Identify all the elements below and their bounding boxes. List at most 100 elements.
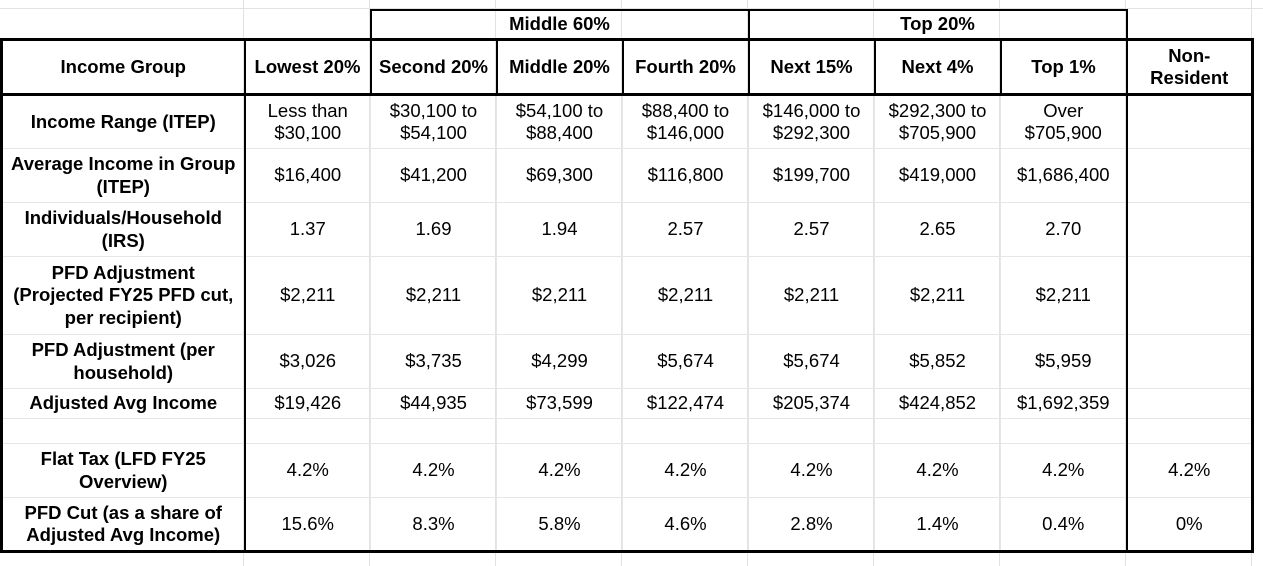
table-cell: 4.2% — [1125, 443, 1254, 498]
row-label-average-income: Average Income in Group (ITEP) — [0, 148, 246, 203]
header-non-resident: Non-Resident — [1125, 38, 1254, 96]
group-top-20: Top 20% — [747, 8, 1128, 41]
header-next-4: Next 4% — [873, 38, 1002, 96]
row-label-empty — [0, 418, 246, 444]
table-cell: 4.2% — [244, 443, 371, 498]
table-cell: $54,100 to $88,400 — [496, 94, 623, 149]
table-cell: $41,200 — [370, 148, 497, 203]
table-cell: 2.57 — [748, 202, 875, 257]
table-cell: $5,674 — [622, 334, 749, 389]
table-cell: $199,700 — [748, 148, 875, 203]
table-cell: $73,599 — [496, 388, 623, 419]
table-cell: 2.8% — [748, 497, 875, 553]
table-cell — [1125, 334, 1254, 389]
table-cell: 2.65 — [874, 202, 1001, 257]
table-cell: $419,000 — [874, 148, 1001, 203]
table-cell — [1125, 256, 1254, 335]
row-label-pfd-cut-share: PFD Cut (as a share of Adjusted Avg Inco… — [0, 497, 246, 553]
table-cell: 4.2% — [496, 443, 623, 498]
row-label-pfd-adjustment-household: PFD Adjustment (per household) — [0, 334, 246, 389]
header-next-15: Next 15% — [747, 38, 876, 96]
table-cell: $44,935 — [370, 388, 497, 419]
table-cell: $4,299 — [496, 334, 623, 389]
table-row: Adjusted Avg Income $19,426 $44,935 $73,… — [0, 388, 1254, 419]
row-label-adjusted-avg-income: Adjusted Avg Income — [0, 388, 246, 419]
table-cell: $3,026 — [244, 334, 371, 389]
table-cell — [1125, 388, 1254, 419]
table-cell: 4.6% — [622, 497, 749, 553]
table-cell: $16,400 — [244, 148, 371, 203]
income-table: Middle 60% Top 20% Income Group Lowest 2… — [0, 1, 1254, 553]
header-fourth-20: Fourth 20% — [621, 38, 750, 96]
group-header-row: Middle 60% Top 20% — [2, 8, 1253, 41]
table-row: Flat Tax (LFD FY25 Overview) 4.2% 4.2% 4… — [0, 443, 1254, 498]
table-cell: $19,426 — [244, 388, 371, 419]
column-header-row: Income Group Lowest 20% Second 20% Middl… — [0, 38, 1254, 96]
table-cell: $205,374 — [748, 388, 875, 419]
table-cell: 2.57 — [622, 202, 749, 257]
table-cell: $88,400 to $146,000 — [622, 94, 749, 149]
table-cell: 0.4% — [1000, 497, 1127, 553]
table-cell: $292,300 to $705,900 — [874, 94, 1001, 149]
table-cell — [1125, 202, 1254, 257]
table-cell: $69,300 — [496, 148, 623, 203]
table-cell: 4.2% — [370, 443, 497, 498]
table-cell: Less than $30,100 — [244, 94, 371, 149]
table-cell — [496, 418, 623, 444]
table-row: Average Income in Group (ITEP) $16,400 $… — [0, 148, 1254, 203]
header-income-group: Income Group — [0, 38, 246, 96]
table-cell: $5,674 — [748, 334, 875, 389]
table-cell: $5,959 — [1000, 334, 1127, 389]
table-row: PFD Adjustment (per household) $3,026 $3… — [0, 334, 1254, 389]
table-cell: $2,211 — [244, 256, 371, 335]
table-cell: $2,211 — [748, 256, 875, 335]
table-cell: 4.2% — [1000, 443, 1127, 498]
table-cell: $2,211 — [622, 256, 749, 335]
table-cell: 1.37 — [244, 202, 371, 257]
header-second-20: Second 20% — [369, 38, 498, 96]
table-cell — [748, 418, 875, 444]
table-cell — [244, 418, 371, 444]
table-cell: $3,735 — [370, 334, 497, 389]
table-cell: $1,686,400 — [1000, 148, 1127, 203]
table-cell — [370, 418, 497, 444]
table-cell: $1,692,359 — [1000, 388, 1127, 419]
table-cell: 5.8% — [496, 497, 623, 553]
table-cell — [1000, 418, 1127, 444]
table-cell: Over $705,900 — [1000, 94, 1127, 149]
table-row: PFD Adjustment (Projected FY25 PFD cut, … — [0, 256, 1254, 335]
row-label-income-range: Income Range (ITEP) — [0, 94, 246, 149]
table-cell: $2,211 — [1000, 256, 1127, 335]
header-middle-20: Middle 20% — [495, 38, 624, 96]
table-cell: $122,474 — [622, 388, 749, 419]
table-cell — [622, 418, 749, 444]
table-cell: $30,100 to $54,100 — [370, 94, 497, 149]
table-cell: 0% — [1125, 497, 1254, 553]
table-cell: 1.69 — [370, 202, 497, 257]
table-cell: 1.94 — [496, 202, 623, 257]
table-cell: $424,852 — [874, 388, 1001, 419]
table-cell: $2,211 — [496, 256, 623, 335]
table-cell: $5,852 — [874, 334, 1001, 389]
table-row: Individuals/Household (IRS) 1.37 1.69 1.… — [0, 202, 1254, 257]
table-cell: 8.3% — [370, 497, 497, 553]
table-cell: 15.6% — [244, 497, 371, 553]
table-cell: 4.2% — [622, 443, 749, 498]
table-cell: 2.70 — [1000, 202, 1127, 257]
table-cell: $146,000 to $292,300 — [748, 94, 875, 149]
table-cell: 4.2% — [874, 443, 1001, 498]
table-cell: 1.4% — [874, 497, 1001, 553]
table-cell — [1125, 418, 1254, 444]
table-row-empty — [0, 418, 1254, 444]
row-label-individuals-household: Individuals/Household (IRS) — [0, 202, 246, 257]
table-cell — [1125, 148, 1254, 203]
row-label-pfd-adjustment-recipient: PFD Adjustment (Projected FY25 PFD cut, … — [0, 256, 246, 335]
table-cell: $2,211 — [874, 256, 1001, 335]
table-cell — [1125, 94, 1254, 149]
row-label-flat-tax: Flat Tax (LFD FY25 Overview) — [0, 443, 246, 498]
table-cell: 4.2% — [748, 443, 875, 498]
table-row: PFD Cut (as a share of Adjusted Avg Inco… — [0, 497, 1254, 553]
table-cell: $2,211 — [370, 256, 497, 335]
spacer-row-top — [2, 1, 1253, 10]
header-lowest-20: Lowest 20% — [243, 38, 372, 96]
